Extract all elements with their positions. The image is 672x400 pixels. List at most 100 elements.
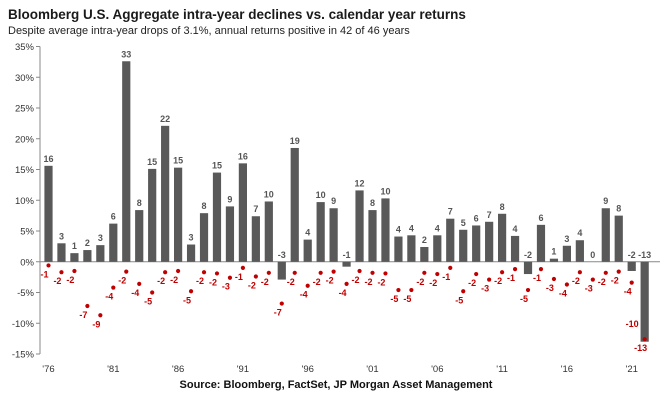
decline-label: -1 <box>507 273 515 283</box>
decline-dot <box>163 270 168 275</box>
decline-dot <box>279 301 284 306</box>
decline-dot <box>176 268 181 274</box>
return-label: 7 <box>487 210 492 220</box>
decline-dot <box>409 287 414 293</box>
return-label: 5 <box>461 218 466 228</box>
return-bar <box>446 218 455 262</box>
y-tick-label: -5% <box>17 288 34 299</box>
decline-label-extra: -10 <box>626 319 639 329</box>
decline-dot <box>525 287 531 293</box>
return-bar <box>407 235 416 262</box>
decline-label: -2 <box>494 276 502 286</box>
return-label: 8 <box>137 198 142 208</box>
return-label: 6 <box>111 212 116 222</box>
return-bar <box>135 210 144 262</box>
decline-label: -1 <box>442 272 450 282</box>
decline-label: -9 <box>92 319 100 329</box>
decline-label: -1 <box>235 272 243 282</box>
return-bar <box>70 253 79 262</box>
decline-label: -2 <box>261 277 269 287</box>
return-label: 8 <box>202 201 207 211</box>
return-bar <box>614 215 623 262</box>
x-tick-label: '06 <box>431 364 443 375</box>
decline-label: -2 <box>326 276 334 286</box>
x-tick-label: '76 <box>42 364 54 375</box>
return-label: 12 <box>355 178 365 188</box>
decline-dot <box>396 287 401 293</box>
decline-label: -4 <box>131 288 139 298</box>
decline-label: -3 <box>585 284 593 294</box>
return-bar <box>225 206 235 262</box>
return-bar <box>510 235 520 262</box>
x-tick-label: '21 <box>626 364 638 375</box>
decline-dot <box>318 270 323 275</box>
return-bar <box>329 208 338 262</box>
decline-label: -2 <box>377 277 385 287</box>
return-bar <box>303 239 312 262</box>
return-label: 7 <box>253 204 258 214</box>
return-bar <box>238 163 247 262</box>
decline-label: -2 <box>598 277 606 287</box>
decline-dot <box>201 270 207 275</box>
decline-label: -5 <box>455 295 463 305</box>
return-bar <box>83 250 92 262</box>
decline-dot <box>240 265 245 270</box>
decline-label: -2 <box>53 276 61 286</box>
decline-dot <box>292 270 297 275</box>
decline-dot <box>124 269 129 274</box>
return-bar <box>174 167 183 262</box>
return-label: 2 <box>422 235 427 245</box>
decline-dot <box>538 267 544 272</box>
return-bar <box>355 190 364 262</box>
y-tick-label: 15% <box>15 165 35 176</box>
chart-title: Bloomberg U.S. Aggregate intra-year decl… <box>8 7 466 22</box>
return-bar <box>57 243 66 262</box>
decline-dot <box>370 270 375 275</box>
return-label: 16 <box>43 154 53 164</box>
return-label: 3 <box>59 231 64 241</box>
return-label: 15 <box>212 161 222 171</box>
return-label: 2 <box>85 238 90 248</box>
decline-dot <box>357 268 362 274</box>
return-bar <box>575 240 584 262</box>
return-label: 7 <box>448 207 453 217</box>
return-label: 8 <box>616 204 621 214</box>
return-label: 3 <box>98 233 103 243</box>
return-label: -2 <box>628 250 636 260</box>
return-label: -13 <box>638 250 651 260</box>
y-tick-label: -10% <box>12 319 35 330</box>
return-label: 1 <box>551 247 556 257</box>
decline-dot <box>603 270 608 275</box>
x-tick-label: '81 <box>107 364 119 375</box>
y-tick-label: 35% <box>15 42 35 53</box>
return-bar <box>601 208 610 262</box>
return-bar <box>640 261 649 342</box>
decline-dot <box>564 282 570 287</box>
x-tick-label: '11 <box>496 364 508 375</box>
decline-label: -2 <box>313 277 321 287</box>
return-label: -3 <box>278 250 286 260</box>
decline-label: -5 <box>403 294 411 304</box>
return-bar <box>277 261 286 280</box>
return-label: 1 <box>72 241 77 251</box>
return-label: 4 <box>305 228 310 238</box>
decline-dot <box>98 313 103 318</box>
return-bar <box>394 236 403 262</box>
decline-label: -3 <box>222 282 230 292</box>
x-tick-label: '01 <box>366 364 378 375</box>
decline-dot <box>85 303 90 309</box>
return-bar <box>472 225 481 262</box>
return-bar <box>433 235 442 262</box>
return-bar <box>523 261 533 275</box>
return-bar <box>290 147 299 262</box>
return-bar <box>627 261 636 271</box>
source-note: Source: Bloomberg, FactSet, JP Morgan As… <box>179 379 493 391</box>
decline-label: -7 <box>79 310 87 320</box>
decline-dot <box>461 289 466 294</box>
decline-dot <box>137 281 142 286</box>
decline-label: -2 <box>170 275 178 285</box>
return-bar <box>485 221 494 262</box>
decline-dot <box>435 271 440 277</box>
return-label: 10 <box>316 190 326 200</box>
